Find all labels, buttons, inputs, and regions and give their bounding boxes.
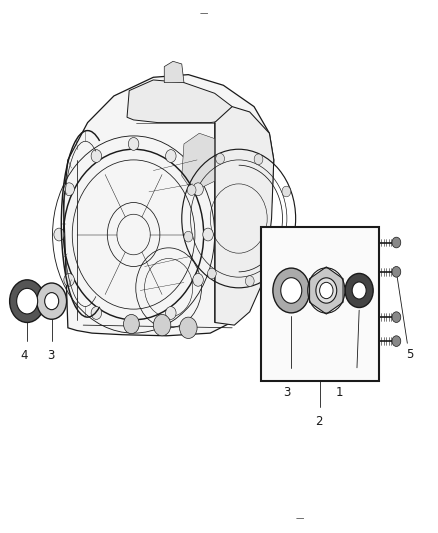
Circle shape — [180, 317, 197, 338]
Circle shape — [273, 268, 310, 313]
Circle shape — [10, 280, 45, 322]
Circle shape — [193, 273, 203, 286]
Circle shape — [187, 185, 196, 196]
Circle shape — [153, 314, 171, 336]
Circle shape — [124, 314, 139, 334]
Polygon shape — [64, 75, 274, 336]
Circle shape — [254, 154, 263, 165]
Circle shape — [392, 336, 401, 346]
Circle shape — [184, 231, 193, 242]
Circle shape — [281, 278, 302, 303]
Text: 1: 1 — [336, 386, 343, 399]
Circle shape — [345, 273, 373, 308]
Circle shape — [37, 283, 67, 319]
Circle shape — [208, 268, 216, 279]
Text: 3: 3 — [283, 386, 290, 399]
Text: 2: 2 — [315, 415, 323, 427]
Bar — [261, 227, 379, 381]
Circle shape — [91, 150, 102, 163]
Circle shape — [166, 306, 176, 319]
Circle shape — [54, 228, 64, 241]
Circle shape — [64, 273, 74, 286]
Circle shape — [352, 282, 366, 299]
Circle shape — [392, 237, 401, 248]
Circle shape — [277, 250, 286, 261]
Polygon shape — [182, 133, 215, 192]
Circle shape — [128, 319, 139, 332]
Text: 4: 4 — [20, 349, 28, 362]
Circle shape — [45, 293, 59, 310]
Polygon shape — [127, 80, 232, 123]
Text: 5: 5 — [406, 348, 413, 360]
Polygon shape — [164, 61, 184, 83]
Circle shape — [17, 288, 38, 314]
Text: —: — — [199, 10, 208, 19]
Text: —: — — [296, 514, 304, 523]
Polygon shape — [215, 107, 274, 325]
Circle shape — [166, 150, 176, 163]
Circle shape — [64, 183, 74, 196]
Text: 3: 3 — [47, 349, 54, 362]
Circle shape — [282, 186, 291, 197]
Circle shape — [216, 154, 225, 164]
Circle shape — [193, 183, 203, 196]
Circle shape — [392, 312, 401, 322]
Circle shape — [203, 228, 213, 241]
Circle shape — [316, 278, 337, 303]
Polygon shape — [310, 267, 343, 314]
Circle shape — [392, 266, 401, 277]
Circle shape — [245, 276, 254, 286]
Circle shape — [91, 306, 102, 319]
Circle shape — [128, 138, 139, 150]
Circle shape — [320, 282, 333, 298]
